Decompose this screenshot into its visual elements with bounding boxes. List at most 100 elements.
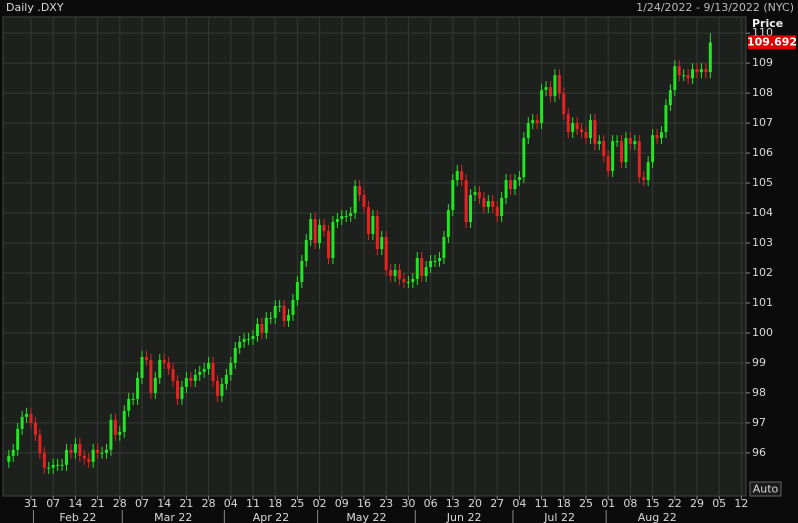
candle-body: [504, 180, 508, 199]
candle-body: [446, 210, 450, 238]
month-label: Jun 22: [446, 511, 482, 523]
candle-body: [455, 171, 459, 181]
candle-body: [491, 201, 495, 208]
x-tick-label: 28: [202, 497, 216, 510]
candle-body: [402, 278, 406, 282]
candle-body: [642, 177, 646, 181]
candle-body: [597, 141, 601, 145]
candle-body: [38, 434, 42, 453]
candle-body: [144, 356, 148, 360]
candle-body: [673, 66, 677, 91]
candle-body: [47, 467, 51, 469]
chart-title: Daily .DXY: [6, 1, 64, 14]
candle-body: [335, 219, 339, 223]
candle-body: [318, 225, 322, 244]
candle-body: [393, 269, 397, 276]
x-tick-label: 27: [490, 497, 504, 510]
y-tick-label: 103: [752, 236, 773, 249]
candle-body: [149, 359, 153, 393]
candle-body: [371, 216, 375, 235]
candle-body: [415, 257, 419, 279]
candle-body: [389, 269, 393, 276]
candle-body: [322, 225, 326, 232]
candle-body: [295, 281, 299, 300]
x-tick-label: 15: [646, 497, 660, 510]
candle-body: [411, 278, 415, 282]
candle-body: [668, 90, 672, 106]
auto-button[interactable]: [749, 481, 782, 497]
candle-body: [176, 380, 180, 399]
candle-body: [437, 257, 441, 261]
candle-body: [16, 428, 20, 450]
candle-body: [358, 186, 362, 196]
x-tick-label: 14: [68, 497, 82, 510]
candle-body: [588, 120, 592, 139]
x-tick-label: 04: [224, 497, 238, 510]
candle-body: [211, 362, 215, 381]
plot-area: [2, 16, 747, 497]
candle-body: [87, 458, 91, 462]
candle-body: [104, 449, 108, 453]
x-tick-label: 12: [734, 497, 748, 510]
candle-body: [100, 452, 104, 454]
candle-body: [584, 132, 588, 139]
candle-body: [193, 374, 197, 381]
candle-body: [251, 335, 255, 339]
candle-body: [482, 198, 486, 208]
candle-body: [300, 260, 304, 282]
candle-body: [153, 377, 157, 393]
candle-body: [424, 266, 428, 276]
candle-body: [593, 120, 597, 145]
auto-button-label[interactable]: Auto: [753, 483, 779, 496]
candle-body: [304, 240, 308, 261]
candle-body: [686, 75, 690, 79]
candle-body: [473, 192, 477, 196]
candle-body: [526, 123, 530, 139]
x-tick-label: 25: [579, 497, 593, 510]
candle-body: [184, 377, 188, 387]
candle-body: [60, 464, 64, 466]
candle-body: [340, 216, 344, 220]
candle-body: [495, 207, 499, 217]
candle-body: [562, 93, 566, 115]
candle-body: [540, 90, 544, 124]
candle-body: [486, 201, 490, 208]
candle-body: [469, 195, 473, 223]
month-label: May 22: [346, 511, 386, 523]
candle-body: [384, 237, 388, 270]
candle-body: [566, 114, 570, 133]
x-tick-label: 31: [24, 497, 38, 510]
candle-body: [291, 299, 295, 315]
y-tick-label: 102: [752, 266, 773, 279]
candle-body: [220, 383, 224, 396]
candle-body: [611, 141, 615, 172]
candle-body: [659, 132, 663, 139]
candle-body: [628, 138, 632, 145]
x-tick-label: 01: [601, 497, 615, 510]
candle-body: [704, 69, 708, 73]
x-tick-label: 14: [157, 497, 171, 510]
x-tick-label: 21: [91, 497, 105, 510]
y-tick-label: 108: [752, 86, 773, 99]
x-tick-label: 09: [335, 497, 349, 510]
candle-body: [313, 219, 317, 244]
candle-body: [78, 443, 82, 456]
candle-body: [287, 314, 291, 321]
candle-body: [571, 123, 575, 133]
candle-body: [7, 455, 11, 462]
candle-body: [56, 464, 60, 466]
month-label: Mar 22: [154, 511, 192, 523]
x-tick-label: 25: [290, 497, 304, 510]
candle-body: [69, 449, 73, 453]
y-tick-label: 98: [752, 386, 766, 399]
candle-body: [255, 323, 259, 336]
candle-body: [109, 419, 113, 450]
candle-body: [238, 341, 242, 348]
candle-body: [433, 260, 437, 262]
candle-body: [575, 123, 579, 130]
candle-body: [349, 213, 353, 217]
candle-body: [202, 368, 206, 372]
candle-body: [522, 138, 526, 178]
candle-body: [353, 186, 357, 214]
last-price-label: 109.692: [747, 35, 797, 48]
